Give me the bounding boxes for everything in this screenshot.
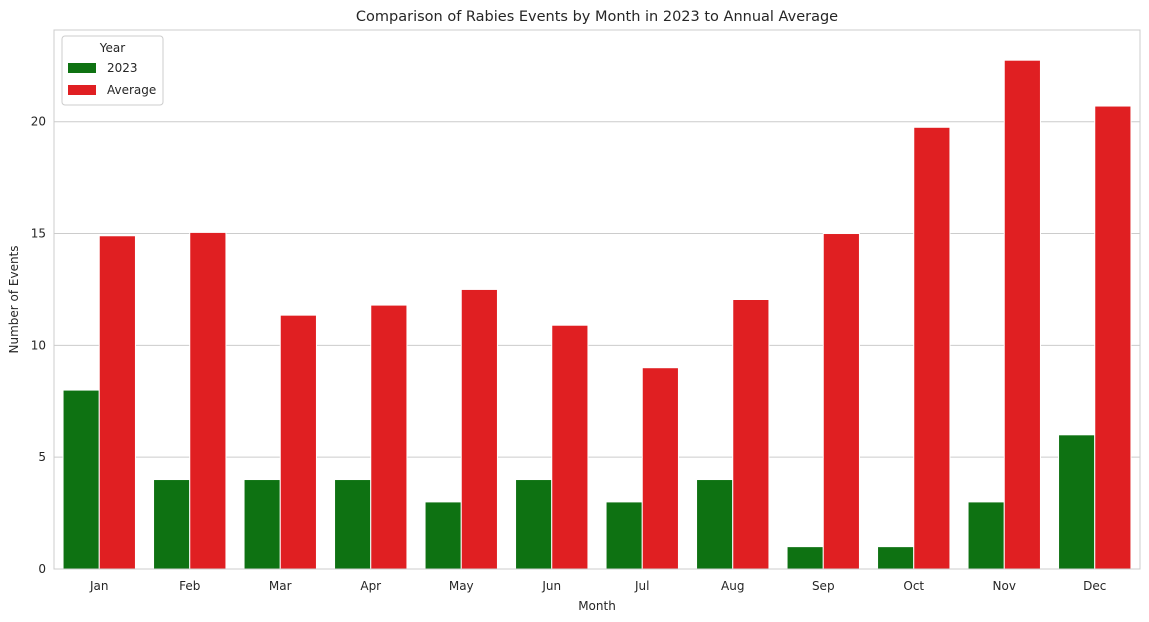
bar-average-oct (913, 126, 951, 570)
bar-average-jan (98, 235, 136, 570)
chart-title: Comparison of Rabies Events by Month in … (356, 9, 838, 25)
x-tick-label: Jan (89, 579, 109, 593)
legend-title: Year (99, 41, 125, 55)
y-tick-label: 0 (38, 562, 46, 576)
bar-2023-sep (786, 546, 824, 570)
x-tick-label: Mar (269, 579, 292, 593)
legend: Year 2023 Average (61, 35, 164, 106)
x-tick-label: May (449, 579, 474, 593)
x-tick-label: Oct (903, 579, 924, 593)
bar-average-dec (1094, 105, 1132, 570)
y-tick-label: 5 (38, 450, 46, 464)
legend-swatch-average (68, 85, 96, 95)
bar-average-may (460, 288, 498, 570)
bar-2023-jul (605, 501, 643, 570)
bar-average-sep (822, 233, 860, 570)
bar-2023-oct (877, 546, 915, 570)
x-tick-label: Aug (721, 579, 744, 593)
x-tick-label: Nov (993, 579, 1016, 593)
bar-2023-feb (153, 479, 191, 570)
tick-labels: 0 5 10 15 20 Jan Feb Mar Apr May Jun Jul Aug Sep Oct No… (31, 115, 1107, 593)
x-tick-label: Jun (541, 579, 561, 593)
legend-label-average: Average (107, 83, 156, 97)
bar-average-nov (1003, 59, 1041, 570)
y-tick-label: 15 (31, 227, 46, 241)
bar-average-aug (732, 299, 770, 570)
bar-2023-jan (62, 389, 100, 570)
x-tick-label: Sep (812, 579, 835, 593)
bar-2023-may (424, 501, 462, 570)
legend-swatch-2023 (68, 63, 96, 73)
gridlines (54, 121, 1140, 458)
bar-2023-aug (696, 479, 734, 570)
y-axis-label: Number of Events (7, 245, 21, 353)
legend-label-2023: 2023 (107, 61, 138, 75)
bar-2023-mar (243, 479, 281, 570)
bar-2023-jun (515, 479, 553, 570)
x-tick-label: Jul (634, 579, 649, 593)
bar-average-jun (551, 324, 589, 570)
bar-average-jul (641, 367, 679, 570)
y-tick-label: 10 (31, 338, 46, 352)
bar-2023-nov (967, 501, 1005, 570)
x-tick-label: Apr (360, 579, 381, 593)
y-tick-label: 20 (31, 115, 46, 129)
x-tick-label: Feb (179, 579, 200, 593)
bar-average-mar (279, 314, 317, 570)
bar-average-apr (370, 304, 408, 570)
x-axis-label: Month (578, 599, 616, 613)
plot-frame (53, 29, 1141, 570)
bar-average-feb (189, 231, 227, 570)
bar-2023-dec (1058, 434, 1096, 570)
x-tick-label: Dec (1083, 579, 1106, 593)
bar-2023-apr (334, 479, 372, 570)
legend-items: 2023 Average (68, 61, 156, 97)
bars (62, 59, 1132, 570)
